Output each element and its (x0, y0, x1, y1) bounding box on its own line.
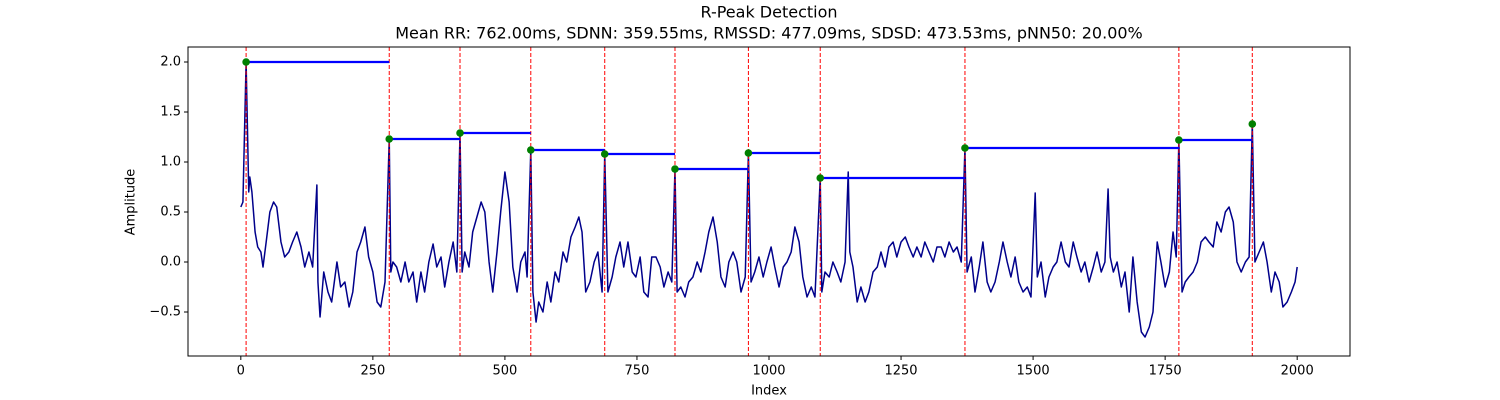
r-peak (456, 129, 464, 137)
x-tick-label: 1500 (1017, 364, 1050, 379)
x-tick-label: 500 (492, 364, 517, 379)
y-tick-label: 0.5 (160, 205, 181, 220)
x-tick-label: 1750 (1149, 364, 1182, 379)
y-tick-label: 1.5 (160, 105, 181, 120)
x-tick-label: 1000 (752, 364, 785, 379)
r-peak (1248, 120, 1257, 128)
r-peak (744, 149, 753, 157)
chart-subtitle: Mean RR: 762.00ms, SDNN: 359.55ms, RMSSD… (395, 24, 1143, 43)
y-axis-label: Amplitude (124, 169, 139, 236)
r-peak (385, 135, 394, 143)
plot-frame (187, 46, 1351, 357)
r-peak (526, 146, 535, 154)
signal-line (240, 61, 1298, 338)
r-peak (1175, 136, 1183, 144)
y-tick-label: 2.0 (160, 55, 181, 70)
y-tick-label: 0.0 (160, 255, 181, 270)
r-peak (242, 58, 250, 66)
x-tick-label: 750 (625, 364, 650, 379)
x-tick-label: 0 (237, 364, 245, 379)
r-peak (600, 150, 609, 158)
x-axis-label: Index (751, 384, 787, 399)
y-tick-label: 1.0 (160, 155, 181, 170)
chart-title: R-Peak Detection (700, 3, 837, 22)
x-tick-label: 250 (360, 364, 385, 379)
x-tick-label: 1250 (884, 364, 917, 379)
y-tick-label: −0.5 (149, 305, 181, 320)
r-peak (671, 165, 679, 173)
r-peak (961, 144, 969, 152)
r-peak (816, 174, 825, 182)
x-tick-label: 2000 (1281, 364, 1314, 379)
